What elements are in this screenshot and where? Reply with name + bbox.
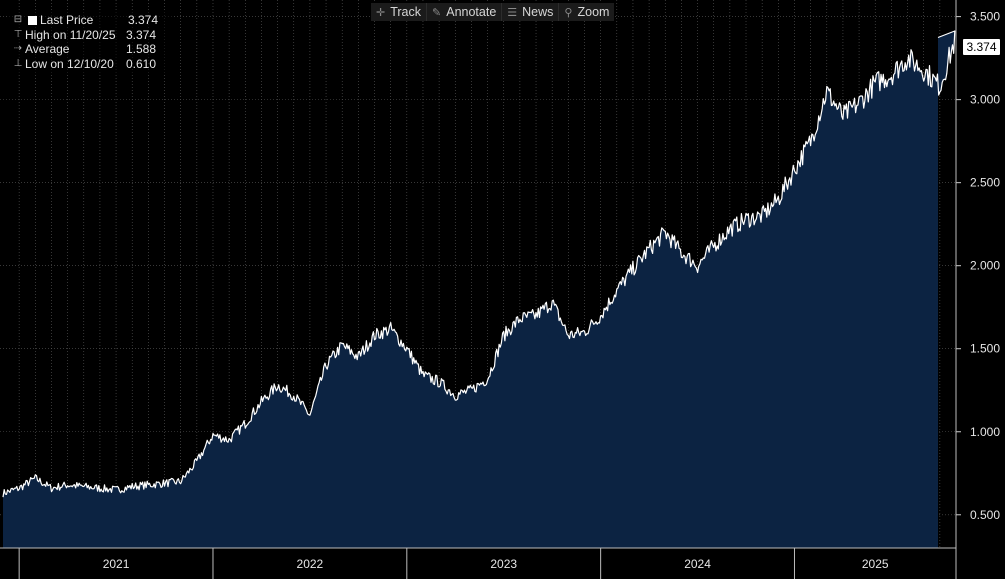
price-area: [3, 31, 955, 548]
high-marker-icon: ⊤: [13, 28, 23, 40]
price-line: [2, 30, 956, 498]
magnifier-icon: ⚲: [564, 6, 573, 19]
y-tick-label: 2.500: [970, 176, 1000, 190]
x-tick-label: 2023: [490, 557, 517, 571]
y-tick-label: 1.500: [970, 342, 1000, 356]
zoom-label: Zoom: [577, 5, 610, 19]
legend-row-last-price[interactable]: ⊟ Last Price 3.374: [11, 13, 168, 28]
legend-high-value: 3.374: [126, 27, 157, 42]
legend-last-price-label: Last Price: [40, 13, 94, 27]
legend-low-label: Low on 12/10/20: [25, 56, 114, 71]
annotate-label: Annotate: [446, 5, 497, 19]
last-price-swatch: [28, 15, 37, 25]
pencil-icon: ✎: [432, 6, 442, 19]
last-price-tag: 3.374: [963, 39, 1000, 55]
collapse-icon[interactable]: ⊟: [13, 14, 23, 25]
legend-row-average[interactable]: ⇢ Average 1.588: [11, 42, 168, 57]
chart-toolbar: ✛ Track ✎ Annotate ☰ News ⚲ Zoom: [371, 3, 615, 21]
crosshair-icon: ✛: [376, 6, 386, 19]
annotate-button[interactable]: ✎ Annotate: [426, 3, 501, 21]
legend-average-label: Average: [25, 42, 70, 57]
legend-high-label: High on 11/20/25: [25, 27, 116, 42]
x-tick-label: 2024: [684, 557, 711, 571]
legend-row-high[interactable]: ⊤ High on 11/20/25 3.374: [11, 28, 168, 43]
track-label: Track: [390, 5, 422, 19]
legend-row-low[interactable]: ⊥ Low on 12/10/20 0.610: [11, 57, 168, 72]
y-tick-label: 2.000: [970, 259, 1000, 273]
news-button[interactable]: ☰ News: [501, 3, 558, 21]
legend-low-value: 0.610: [126, 56, 157, 71]
y-tick-label: 1.000: [970, 425, 1000, 439]
chart-legend: ⊟ Last Price 3.374 ⊤ High on 11/20/25 3.…: [9, 12, 172, 74]
x-tick-label: 2021: [103, 557, 130, 571]
zoom-button[interactable]: ⚲ Zoom: [558, 3, 614, 21]
news-icon: ☰: [507, 6, 518, 19]
track-button[interactable]: ✛ Track: [371, 3, 426, 21]
y-tick-label: 3.000: [970, 93, 1000, 107]
low-marker-icon: ⊥: [13, 57, 23, 69]
legend-average-value: 1.588: [126, 42, 157, 57]
x-tick-label: 2025: [862, 557, 889, 571]
y-tick-label: 3.500: [970, 10, 1000, 24]
x-tick-label: 2022: [297, 557, 324, 571]
y-tick-label: 0.500: [970, 508, 1000, 522]
news-label: News: [522, 5, 554, 19]
average-marker-icon: ⇢: [13, 43, 23, 55]
legend-last-price-value: 3.374: [128, 13, 159, 27]
